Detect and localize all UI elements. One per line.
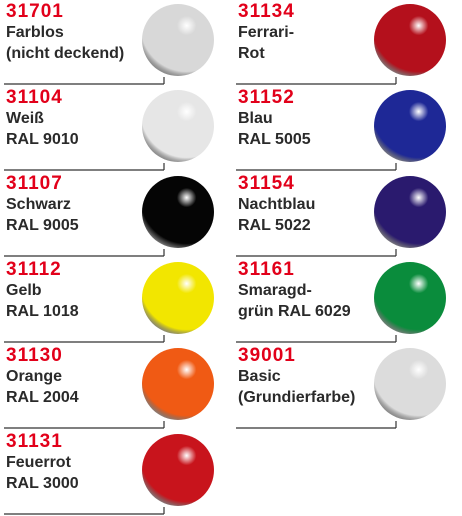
- sphere-graphic: [236, 176, 446, 257]
- color-code: 31134: [238, 1, 295, 22]
- color-name: RAL 5022: [238, 217, 311, 234]
- color-name: Farblos: [6, 24, 64, 41]
- color-name: RAL 3000: [6, 475, 79, 492]
- color-name: Weiß: [6, 110, 44, 127]
- color-item: 31107 Schwarz RAL 9005: [0, 172, 228, 258]
- color-code: 31701: [6, 1, 64, 22]
- color-item: 31112 Gelb RAL 1018: [0, 258, 228, 344]
- color-code: 31112: [6, 259, 62, 280]
- color-code: 31152: [238, 87, 295, 108]
- color-name: Rot: [238, 45, 265, 62]
- color-item: 31130 Orange RAL 2004: [0, 344, 228, 430]
- color-item: 31701 Farblos (nicht deckend): [0, 0, 228, 86]
- color-name: Gelb: [6, 282, 42, 299]
- color-code: 31130: [6, 345, 63, 366]
- color-code: 31107: [6, 173, 63, 194]
- color-item: 39001 Basic (Grundierfarbe): [232, 344, 460, 430]
- color-name: Blau: [238, 110, 273, 127]
- color-sphere: [142, 262, 214, 334]
- color-sphere: [142, 348, 214, 420]
- color-sphere: [374, 4, 446, 76]
- color-item: 31131 Feuerrot RAL 3000: [0, 430, 228, 516]
- color-sphere: [374, 348, 446, 420]
- color-name: grün RAL 6029: [238, 303, 351, 320]
- sphere-graphic: [4, 90, 214, 171]
- color-name: Schwarz: [6, 196, 71, 213]
- color-name: (Grundierfarbe): [238, 389, 356, 406]
- color-item: 31154 Nachtblau RAL 5022: [232, 172, 460, 258]
- color-name: RAL 2004: [6, 389, 79, 406]
- color-name: RAL 5005: [238, 131, 311, 148]
- color-item: 31161 Smaragd-grün RAL 6029: [232, 258, 460, 344]
- sphere-graphic: [236, 348, 446, 429]
- color-code: 31154: [238, 173, 295, 194]
- color-name: Orange: [6, 368, 63, 385]
- color-name: Ferrari-: [238, 24, 295, 41]
- sphere-graphic: [4, 4, 214, 85]
- color-sphere: [374, 90, 446, 162]
- color-name: RAL 9005: [6, 217, 79, 234]
- sphere-graphic: [236, 262, 446, 343]
- color-item: 31134 Ferrari- Rot: [232, 0, 460, 86]
- color-sphere: [374, 176, 446, 248]
- color-name: Basic: [238, 368, 281, 385]
- color-name: RAL 1018: [6, 303, 79, 320]
- color-code: 31131: [6, 431, 63, 452]
- color-sphere: [142, 176, 214, 248]
- color-sphere: [142, 4, 214, 76]
- color-name: Smaragd-: [238, 282, 312, 299]
- sphere-graphic: [236, 90, 446, 171]
- color-sphere: [374, 262, 446, 334]
- color-item: 31152 Blau RAL 5005: [232, 86, 460, 172]
- color-sphere: [142, 90, 214, 162]
- sphere-graphic: [4, 176, 214, 257]
- sphere-graphic: [4, 348, 214, 429]
- sphere-graphic: [4, 262, 214, 343]
- color-name: RAL 9010: [6, 131, 79, 148]
- color-code: 31161: [238, 259, 295, 280]
- color-item: 31104 Weiß RAL 9010: [0, 86, 228, 172]
- color-name: Feuerrot: [6, 454, 71, 471]
- color-sphere: [142, 434, 214, 506]
- color-name: (nicht deckend): [6, 45, 125, 62]
- color-code: 31104: [6, 87, 63, 108]
- color-code: 39001: [238, 345, 296, 366]
- sphere-graphic: [236, 4, 446, 85]
- color-name: Nachtblau: [238, 196, 316, 213]
